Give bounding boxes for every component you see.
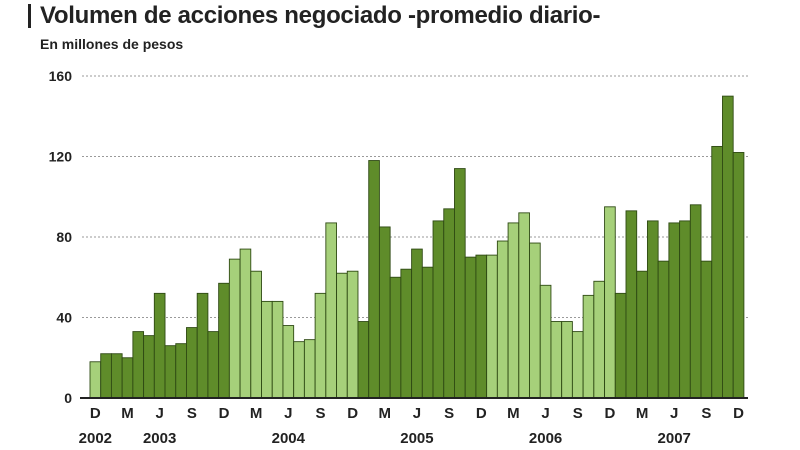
bar — [110, 353, 123, 399]
bar — [454, 168, 466, 399]
bar — [196, 292, 209, 399]
x-tick-label: S — [701, 405, 711, 422]
bar — [325, 222, 337, 399]
bar — [571, 331, 584, 399]
y-tick-label: 40 — [56, 310, 72, 326]
x-tick-label: S — [573, 405, 583, 422]
bar — [711, 145, 723, 399]
bar — [368, 160, 380, 399]
bar — [518, 212, 530, 399]
bar — [496, 240, 509, 399]
x-tick-label: D — [476, 405, 487, 422]
bar — [550, 321, 563, 399]
x-tick-label: D — [219, 405, 230, 422]
x-tick-label: D — [733, 405, 744, 422]
x-tick-label: M — [636, 405, 649, 422]
x-tick-label: S — [444, 405, 454, 422]
bar — [271, 300, 284, 399]
bar — [657, 260, 670, 399]
bar — [486, 254, 498, 399]
bar — [153, 292, 166, 399]
x-tick-label: J — [541, 405, 549, 422]
chart-title: Volumen de acciones negociado -promedio … — [40, 2, 601, 29]
bar — [378, 226, 391, 399]
bar — [507, 222, 520, 399]
x-tick-label: M — [379, 405, 392, 422]
bar — [282, 325, 295, 399]
x-year-label: 2006 — [529, 430, 562, 447]
bar — [689, 204, 702, 399]
x-year-label: 2005 — [400, 430, 433, 447]
bar — [722, 95, 734, 399]
bar — [121, 357, 134, 399]
bar — [228, 258, 241, 399]
x-tick-label: S — [187, 405, 197, 422]
x-year-label: 2003 — [143, 430, 176, 447]
bar — [261, 300, 273, 399]
x-year-label: 2002 — [79, 430, 112, 447]
x-tick-label: M — [507, 405, 520, 422]
bar — [357, 321, 370, 399]
title-accent-bar — [28, 4, 31, 28]
bar — [411, 248, 423, 399]
bar — [143, 335, 155, 399]
bar — [421, 266, 434, 399]
y-tick-label: 0 — [64, 390, 72, 406]
bar — [400, 268, 413, 399]
x-tick-label: J — [284, 405, 292, 422]
x-tick-label: J — [413, 405, 421, 422]
bar — [346, 270, 359, 399]
x-tick-label: J — [670, 405, 678, 422]
bar — [668, 222, 681, 399]
x-tick-label: D — [347, 405, 358, 422]
x-tick-label: M — [121, 405, 134, 422]
bar — [582, 294, 595, 399]
bar — [539, 284, 552, 399]
y-tick-label: 160 — [49, 68, 73, 84]
bar — [239, 248, 252, 399]
bar — [614, 292, 627, 399]
bar — [186, 327, 198, 399]
y-tick-label: 120 — [49, 149, 73, 165]
x-tick-label: D — [90, 405, 101, 422]
x-tick-label: D — [604, 405, 615, 422]
bar — [636, 270, 648, 399]
x-tick-label: J — [155, 405, 163, 422]
bar — [679, 220, 691, 399]
bar — [561, 321, 573, 399]
bar — [464, 256, 477, 399]
bar — [303, 339, 316, 399]
y-tick-label: 80 — [56, 229, 72, 245]
bar — [604, 206, 616, 399]
x-tick-label: S — [315, 405, 325, 422]
bar — [89, 361, 102, 399]
bar — [250, 270, 262, 399]
bar — [100, 353, 112, 399]
bar — [443, 208, 455, 399]
chart-subtitle: En millones de pesos — [40, 36, 184, 52]
bar — [293, 341, 305, 399]
bar — [593, 280, 605, 399]
bar — [432, 220, 445, 399]
bar — [336, 272, 348, 399]
bar — [389, 276, 402, 399]
bar — [207, 331, 220, 399]
bar — [314, 292, 327, 399]
bar — [529, 242, 541, 399]
bar — [732, 152, 745, 399]
bar — [218, 282, 230, 399]
bar — [175, 343, 187, 399]
x-year-label: 2007 — [658, 430, 691, 447]
bar — [646, 220, 659, 399]
bar — [700, 260, 713, 399]
bar — [164, 345, 177, 399]
bar — [625, 210, 638, 399]
bar — [132, 331, 145, 399]
bar — [475, 254, 488, 399]
x-tick-label: M — [250, 405, 263, 422]
x-year-label: 2004 — [272, 430, 306, 447]
